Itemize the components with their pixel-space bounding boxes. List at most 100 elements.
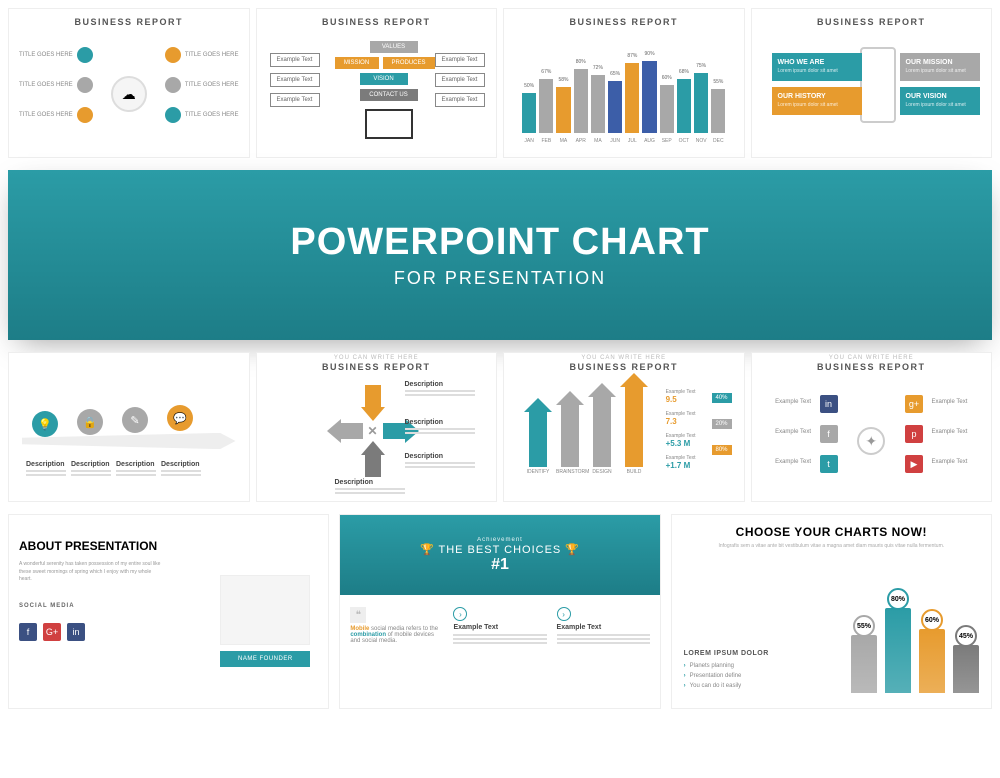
chart-bar: 80% xyxy=(885,608,911,693)
name-button[interactable]: NAME FOUNDER xyxy=(220,651,310,667)
pin-icon: 💡 xyxy=(32,411,58,437)
bar: OCT68% xyxy=(677,79,691,133)
pct-box: 80% xyxy=(712,445,732,455)
info-card: OUR HISTORYLorem ipsum dolor sit amet xyxy=(772,87,862,115)
social-label: Example Text xyxy=(932,429,968,435)
pin-icon: ✎ xyxy=(122,407,148,433)
spoke-badge-icon xyxy=(77,107,93,123)
col-title: Example Text xyxy=(453,624,546,631)
thumb-cross-arrows[interactable]: YOU CAN WRITE HERE BUSINESS REPORT ✕Desc… xyxy=(256,352,498,502)
slide-title: BUSINESS REPORT xyxy=(752,362,992,372)
flow-box: PRODUCES xyxy=(383,57,435,69)
side-value: Example Text+5.3 M xyxy=(666,433,696,448)
thumb-achievement[interactable]: Achievement 🏆 THE BEST CHOICES 🏆 #1 ❝ Mo… xyxy=(339,514,660,709)
social-icon[interactable]: G+ xyxy=(43,623,61,641)
thumb-hub-spoke[interactable]: BUSINESS REPORT ☁TITLE GOES HERETITLE GO… xyxy=(8,8,250,158)
bar: MA58% xyxy=(556,87,570,133)
side-value: Example Text+1.7 M xyxy=(666,455,696,470)
flow-box: CONTACT US xyxy=(360,89,418,101)
slide-title: BUSINESS REPORT xyxy=(504,362,744,372)
image-placeholder xyxy=(220,575,310,645)
slide-title: BUSINESS REPORT xyxy=(257,362,497,372)
thumb-bar-chart[interactable]: BUSINESS REPORT JAN50%FEB67%MA58%APR80%M… xyxy=(503,8,745,158)
banner-title: POWERPOINT CHART xyxy=(290,221,709,264)
bullet-line: Presentation define xyxy=(684,673,814,679)
social-icon[interactable]: in xyxy=(67,623,85,641)
chart-bar: 55% xyxy=(851,635,877,693)
thumb-timeline-pins[interactable]: 💡Description🔒Description✎Description💬Des… xyxy=(8,352,250,502)
flow-box: Example Text xyxy=(270,53,320,67)
main-banner: POWERPOINT CHART FOR PRESENTATION xyxy=(8,170,992,340)
description-label: Description xyxy=(161,461,201,478)
social-label: Example Text xyxy=(775,429,811,435)
spoke-item: TITLE GOES HERE xyxy=(165,47,239,63)
bar: AUG90% xyxy=(642,61,656,133)
achievement-title: 🏆 THE BEST CHOICES 🏆 xyxy=(420,543,580,556)
info-card: WHO WE ARELorem ipsum dolor sit amet xyxy=(772,53,862,81)
thumb-about[interactable]: ABOUT PRESENTATION A wonderful serenity … xyxy=(8,514,329,709)
slide-pretitle: YOU CAN WRITE HERE xyxy=(504,355,744,361)
spoke-badge-icon xyxy=(77,77,93,93)
arrow-icon xyxy=(327,419,363,443)
row-1: BUSINESS REPORT ☁ TITLE GOES HERE TITLE GO… xyxy=(0,0,1000,158)
pct-badge: 60% xyxy=(921,609,943,631)
quote-icon: ❝ xyxy=(350,607,366,623)
thumb-choose-charts[interactable]: CHOOSE YOUR CHARTS NOW! Infografis sem a… xyxy=(671,514,992,709)
social-label: Example Text xyxy=(775,459,811,465)
slide-title: BUSINESS REPORT xyxy=(752,17,992,27)
spoke-badge-icon xyxy=(165,107,181,123)
overline: Achievement xyxy=(477,537,523,543)
pin-icon: 🔒 xyxy=(77,409,103,435)
thumb-cards[interactable]: BUSINESS REPORT WHO WE ARELorem ipsum do… xyxy=(751,8,993,158)
compass-icon: ✦ xyxy=(857,427,885,455)
stage-arrow: IDENTIFY xyxy=(524,398,552,475)
social-icon: g+ xyxy=(905,395,923,413)
check-icon: › xyxy=(557,607,571,621)
flow-box: MISSION xyxy=(335,57,379,69)
social-label: Example Text xyxy=(775,399,811,405)
pct-box: 20% xyxy=(712,419,732,429)
achievement-number: #1 xyxy=(491,556,509,574)
spoke-badge-icon xyxy=(165,47,181,63)
arrow-icon xyxy=(361,441,385,477)
bar: APR80% xyxy=(574,69,588,133)
flow-box: VALUES xyxy=(370,41,418,53)
description-label: Description xyxy=(405,419,475,436)
pin-icon: 💬 xyxy=(167,405,193,431)
template-gallery: BUSINESS REPORT ☁ TITLE GOES HERE TITLE GO… xyxy=(0,0,1000,778)
row-2: 💡 Description 🔒 Description ✎ Description 💬 Des… xyxy=(0,352,1000,502)
social-icon: ▶ xyxy=(905,455,923,473)
description-label: Description xyxy=(116,461,156,478)
col-title: Example Text xyxy=(557,624,650,631)
social-icon: p xyxy=(905,425,923,443)
flow-box: Example Text xyxy=(270,93,320,107)
flow-box: VISION xyxy=(360,73,408,85)
thumb-social-hub[interactable]: YOU CAN WRITE HERE BUSINESS REPORT ✦inEx… xyxy=(751,352,993,502)
description-label: Description xyxy=(405,453,475,470)
thumb-flowchart[interactable]: BUSINESS REPORT Example TextExample Text… xyxy=(256,8,498,158)
flow-box: Example Text xyxy=(435,93,485,107)
bar: SEP60% xyxy=(660,85,674,133)
spoke-badge-icon xyxy=(77,47,93,63)
banner-subtitle: FOR PRESENTATION xyxy=(394,268,606,289)
about-title: ABOUT PRESENTATION xyxy=(19,540,163,553)
bar: JUL87% xyxy=(625,63,639,133)
hub-icon: ☁ xyxy=(111,76,147,112)
spoke-item: TITLE GOES HERE xyxy=(19,107,93,123)
quote-text: Mobile social media refers to the combin… xyxy=(350,626,443,644)
social-icon[interactable]: f xyxy=(19,623,37,641)
flow-box: Example Text xyxy=(435,73,485,87)
achievement-header: Achievement 🏆 THE BEST CHOICES 🏆 #1 xyxy=(340,515,659,595)
spoke-item: TITLE GOES HERE xyxy=(165,107,239,123)
bar: NOV75% xyxy=(694,73,708,133)
flow-box: Example Text xyxy=(270,73,320,87)
description-label: Description xyxy=(26,461,66,478)
spoke-item: TITLE GOES HERE xyxy=(19,77,93,93)
bar: DEC55% xyxy=(711,89,725,133)
placeholder-text: A wonderful serenity has taken possessio… xyxy=(19,561,163,584)
arrow-icon xyxy=(361,385,385,421)
arrow-bg xyxy=(22,433,236,449)
thumb-arrow-bars[interactable]: YOU CAN WRITE HERE BUSINESS REPORT IDENT… xyxy=(503,352,745,502)
chart-bar: 45% xyxy=(953,645,979,693)
social-label: SOCIAL MEDIA xyxy=(19,602,163,611)
